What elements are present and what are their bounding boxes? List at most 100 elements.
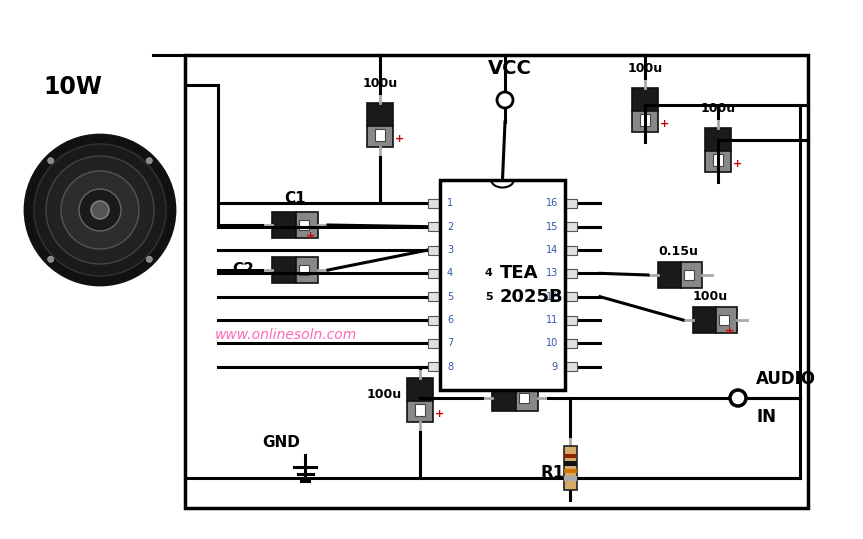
Text: 4: 4 bbox=[447, 268, 453, 278]
Circle shape bbox=[46, 156, 154, 264]
Text: 14: 14 bbox=[545, 245, 558, 255]
Bar bbox=[705, 151, 731, 172]
Bar bbox=[564, 469, 576, 473]
Text: 3: 3 bbox=[447, 245, 453, 255]
Bar bbox=[640, 114, 650, 126]
Bar bbox=[428, 292, 440, 301]
Text: 1: 1 bbox=[447, 198, 453, 209]
Bar bbox=[428, 199, 440, 208]
Bar bbox=[492, 385, 516, 411]
Bar bbox=[705, 128, 731, 151]
Text: 4: 4 bbox=[485, 268, 493, 278]
Bar bbox=[632, 111, 658, 132]
Bar bbox=[428, 362, 440, 371]
Text: R1: R1 bbox=[540, 464, 564, 482]
Bar bbox=[296, 257, 318, 283]
Text: 5: 5 bbox=[485, 292, 493, 302]
Bar bbox=[565, 245, 577, 254]
Circle shape bbox=[91, 201, 109, 219]
Text: 6: 6 bbox=[447, 315, 453, 325]
Circle shape bbox=[61, 171, 139, 249]
Bar bbox=[428, 269, 440, 278]
Bar bbox=[564, 461, 576, 466]
Bar bbox=[565, 199, 577, 208]
Bar bbox=[565, 315, 577, 324]
Text: 0.15u: 0.15u bbox=[658, 245, 698, 258]
Text: 10: 10 bbox=[545, 338, 558, 348]
Text: GND: GND bbox=[262, 435, 300, 450]
Text: 11: 11 bbox=[545, 315, 558, 325]
Bar bbox=[716, 307, 737, 333]
Bar bbox=[683, 270, 694, 280]
Text: 5: 5 bbox=[447, 292, 453, 302]
Bar bbox=[272, 257, 296, 283]
Bar bbox=[367, 126, 393, 147]
Text: 9: 9 bbox=[551, 362, 558, 372]
Bar bbox=[632, 88, 658, 111]
Text: 8: 8 bbox=[447, 362, 453, 372]
Text: 2: 2 bbox=[447, 222, 453, 232]
Bar bbox=[367, 103, 393, 126]
Text: 100u: 100u bbox=[362, 77, 398, 90]
Bar bbox=[375, 128, 385, 141]
Bar bbox=[565, 292, 577, 301]
Text: 100u: 100u bbox=[367, 389, 402, 402]
Text: 100u: 100u bbox=[693, 290, 728, 303]
Circle shape bbox=[34, 144, 166, 276]
Bar bbox=[713, 154, 723, 166]
Text: 10W: 10W bbox=[43, 75, 102, 99]
Bar bbox=[565, 222, 577, 231]
Bar bbox=[428, 339, 440, 348]
Bar bbox=[681, 262, 702, 288]
Text: C1: C1 bbox=[284, 191, 306, 206]
Text: 16: 16 bbox=[545, 198, 558, 209]
Bar bbox=[516, 385, 538, 411]
Circle shape bbox=[47, 158, 54, 164]
Circle shape bbox=[147, 257, 153, 262]
Text: +: + bbox=[395, 134, 404, 144]
Bar bbox=[719, 315, 729, 325]
Text: 13: 13 bbox=[545, 268, 558, 278]
Bar bbox=[564, 446, 576, 490]
Text: +: + bbox=[660, 119, 669, 129]
Text: 12: 12 bbox=[545, 292, 558, 302]
Bar bbox=[693, 307, 716, 333]
Text: 0.22u: 0.22u bbox=[490, 368, 530, 381]
Circle shape bbox=[147, 158, 153, 164]
Circle shape bbox=[47, 257, 54, 262]
Text: TEA: TEA bbox=[500, 264, 539, 282]
Text: 7: 7 bbox=[447, 338, 453, 348]
Circle shape bbox=[730, 390, 746, 406]
Circle shape bbox=[79, 189, 121, 231]
Bar bbox=[415, 404, 425, 416]
Bar bbox=[565, 339, 577, 348]
Text: www.onlinesoln.com: www.onlinesoln.com bbox=[215, 328, 357, 342]
Circle shape bbox=[497, 92, 513, 108]
Bar bbox=[565, 269, 577, 278]
Text: +: + bbox=[724, 326, 734, 336]
Bar bbox=[407, 401, 433, 422]
Text: AUDIO: AUDIO bbox=[756, 370, 816, 388]
Bar bbox=[299, 265, 309, 275]
Bar bbox=[428, 315, 440, 324]
Circle shape bbox=[25, 135, 175, 285]
Bar bbox=[407, 378, 433, 401]
Text: +: + bbox=[306, 231, 315, 241]
Bar bbox=[565, 362, 577, 371]
Text: +: + bbox=[435, 409, 444, 419]
Text: +: + bbox=[733, 159, 742, 169]
Bar bbox=[428, 245, 440, 254]
Bar bbox=[564, 454, 576, 458]
Bar bbox=[428, 222, 440, 231]
Bar bbox=[440, 180, 565, 390]
Bar bbox=[519, 393, 529, 403]
Bar bbox=[299, 220, 309, 230]
Bar bbox=[564, 476, 576, 481]
Text: IN: IN bbox=[756, 408, 776, 426]
Bar bbox=[658, 262, 681, 288]
Text: 100u: 100u bbox=[627, 62, 663, 75]
Bar bbox=[272, 212, 296, 238]
Bar bbox=[185, 55, 808, 508]
Text: VCC: VCC bbox=[488, 59, 532, 78]
Text: 100u: 100u bbox=[701, 102, 735, 115]
